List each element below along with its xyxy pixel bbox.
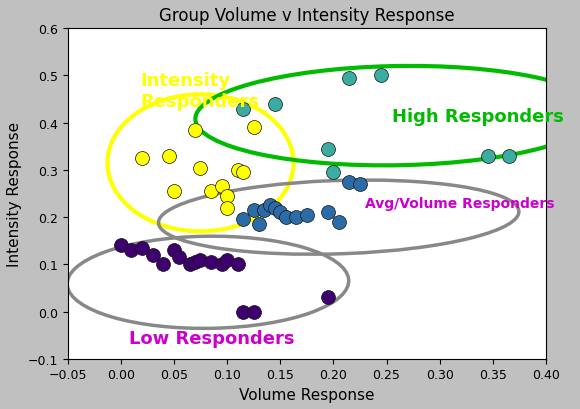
Point bbox=[249, 308, 258, 315]
Point bbox=[175, 254, 184, 261]
Point bbox=[206, 259, 216, 265]
Point bbox=[159, 261, 168, 268]
Point bbox=[270, 205, 280, 211]
Point bbox=[281, 214, 290, 221]
Point bbox=[233, 261, 242, 268]
Title: Group Volume v Intensity Response: Group Volume v Intensity Response bbox=[159, 7, 455, 25]
Point bbox=[276, 210, 285, 216]
Point bbox=[238, 106, 248, 112]
Point bbox=[376, 73, 386, 80]
Point bbox=[249, 207, 258, 214]
Point bbox=[334, 219, 343, 226]
Point bbox=[169, 189, 179, 195]
Point bbox=[254, 221, 263, 228]
Point bbox=[504, 153, 513, 160]
Point bbox=[127, 247, 136, 254]
Point bbox=[217, 261, 226, 268]
Point bbox=[164, 153, 173, 160]
Point bbox=[324, 146, 333, 153]
Text: Intensity
Responders: Intensity Responders bbox=[140, 72, 259, 110]
Point bbox=[302, 212, 311, 218]
Point bbox=[260, 207, 269, 214]
Point bbox=[249, 125, 258, 131]
Point bbox=[329, 170, 338, 176]
Point bbox=[223, 257, 232, 263]
X-axis label: Volume Response: Volume Response bbox=[239, 387, 375, 402]
Point bbox=[169, 247, 179, 254]
Point bbox=[148, 252, 157, 258]
Point bbox=[206, 189, 216, 195]
Y-axis label: Intensity Response: Intensity Response bbox=[7, 121, 22, 266]
Point bbox=[223, 193, 232, 200]
Point bbox=[345, 179, 354, 186]
Point bbox=[270, 101, 280, 108]
Point bbox=[116, 243, 125, 249]
Point bbox=[483, 153, 492, 160]
Point bbox=[191, 127, 200, 134]
Text: High Responders: High Responders bbox=[392, 107, 564, 125]
Point bbox=[292, 214, 301, 221]
Point bbox=[191, 259, 200, 265]
Point bbox=[238, 170, 248, 176]
Point bbox=[238, 217, 248, 223]
Point bbox=[324, 294, 333, 301]
Point bbox=[217, 184, 226, 190]
Point bbox=[356, 181, 365, 188]
Point bbox=[223, 205, 232, 211]
Point bbox=[137, 155, 147, 162]
Point bbox=[137, 245, 147, 252]
Text: Low Responders: Low Responders bbox=[129, 329, 295, 347]
Text: Avg/Volume Responders: Avg/Volume Responders bbox=[365, 196, 555, 211]
Point bbox=[345, 75, 354, 82]
Point bbox=[265, 202, 274, 209]
Point bbox=[196, 165, 205, 171]
Point bbox=[238, 308, 248, 315]
Point bbox=[233, 167, 242, 174]
Point bbox=[196, 257, 205, 263]
Point bbox=[324, 210, 333, 216]
Point bbox=[185, 261, 194, 268]
